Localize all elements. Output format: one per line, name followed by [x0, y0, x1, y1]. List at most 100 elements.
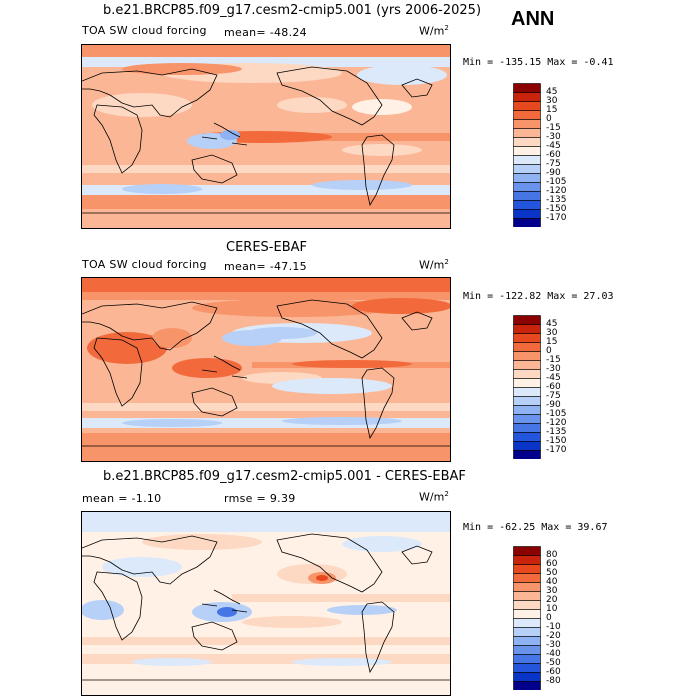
colorbar-swatch	[513, 591, 541, 601]
colorbar-tick-label: 20	[546, 594, 558, 605]
panel2-map	[81, 277, 451, 462]
colorbar-tick-label: -30	[546, 131, 561, 142]
panel3-map-canvas	[82, 512, 450, 695]
panel3-map	[81, 511, 451, 696]
colorbar-swatch	[513, 582, 541, 592]
colorbar-tick-label: 0	[546, 612, 552, 623]
colorbar-swatch	[513, 396, 541, 406]
colorbar-swatch	[513, 137, 541, 147]
colorbar-swatch	[513, 119, 541, 129]
colorbar-swatch	[513, 182, 541, 192]
panel1-variable-label: TOA SW cloud forcing	[82, 24, 207, 37]
panel3-mean: mean = -1.10	[82, 492, 162, 505]
colorbar-swatch	[513, 546, 541, 556]
colorbar-swatch	[513, 315, 541, 325]
colorbar-tick-label: 80	[546, 549, 558, 560]
panel1-colorbar: 45 30 15 0 -15 -30 -45 -60 -75 -90 -105 -120 -135 -15…	[513, 83, 566, 231]
colorbar-tick-label: -15	[546, 354, 561, 365]
colorbar-swatch	[513, 636, 541, 646]
colorbar-swatch	[513, 191, 541, 201]
panel2-minmax: Min = -122.82 Max = 27.03	[463, 291, 614, 302]
colorbar-tick-label: -120	[546, 417, 567, 428]
colorbar-swatch	[513, 209, 541, 219]
panel1-mean: mean= -48.24	[224, 26, 307, 39]
colorbar-swatch	[513, 83, 541, 93]
colorbar-swatch	[513, 369, 541, 379]
colorbar-tick-label: -120	[546, 185, 567, 196]
colorbar-swatch	[513, 128, 541, 138]
colorbar-tick-label: 15	[546, 336, 558, 347]
colorbar-tick-label: -105	[546, 408, 567, 419]
colorbar-tick-label: 15	[546, 104, 558, 115]
panel2-mean: mean= -47.15	[224, 260, 307, 273]
panel1-title: b.e21.BRCP85.f09_g17.cesm2-cmip5.001 (yr…	[103, 3, 482, 18]
colorbar-tick-label: -150	[546, 203, 567, 214]
panel2-title: CERES-EBAF	[226, 240, 307, 255]
colorbar-tick-label: 45	[546, 86, 558, 97]
colorbar-swatch	[513, 432, 541, 442]
colorbar-tick-label: -150	[546, 435, 567, 446]
panel3-title: b.e21.BRCP85.f09_g17.cesm2-cmip5.001 - C…	[103, 469, 466, 484]
colorbar-swatch	[513, 441, 541, 451]
panel1-units: W/m2	[419, 24, 449, 38]
colorbar-tick-label: -105	[546, 176, 567, 187]
colorbar-tick-label: -60	[546, 149, 561, 160]
panel1-minmax: Min = -135.15 Max = -0.41	[463, 57, 614, 68]
panel3-rmse: rmse = 9.39	[224, 492, 296, 505]
colorbar-tick-label: -30	[546, 639, 561, 650]
colorbar-tick-label: 10	[546, 603, 558, 614]
colorbar-tick-label: -15	[546, 122, 561, 133]
colorbar-tick-label: -45	[546, 372, 561, 383]
colorbar-tick-label: -20	[546, 630, 561, 641]
colorbar-tick-label: -50	[546, 657, 561, 668]
panel1-map	[81, 44, 451, 229]
panel1-map-canvas	[82, 45, 450, 228]
panel2-units: W/m2	[419, 258, 449, 272]
colorbar-swatch	[513, 155, 541, 165]
panel2-variable-label: TOA SW cloud forcing	[82, 258, 207, 271]
colorbar-swatch	[513, 218, 541, 228]
colorbar-swatch	[513, 627, 541, 637]
colorbar-tick-label: -40	[546, 648, 561, 659]
colorbar-tick-label: 30	[546, 95, 558, 106]
colorbar-tick-label: -170	[546, 444, 567, 455]
colorbar-swatch	[513, 146, 541, 156]
colorbar-swatch	[513, 351, 541, 361]
panel2-map-canvas	[82, 278, 450, 461]
colorbar-swatch	[513, 450, 541, 460]
colorbar-swatch	[513, 378, 541, 388]
panel3-minmax: Min = -62.25 Max = 39.67	[463, 522, 608, 533]
colorbar-swatch	[513, 564, 541, 574]
colorbar-swatch	[513, 342, 541, 352]
colorbar-swatch	[513, 173, 541, 183]
colorbar-swatch	[513, 672, 541, 682]
colorbar-tick-label: -30	[546, 363, 561, 374]
colorbar-swatch	[513, 200, 541, 210]
colorbar-swatch	[513, 405, 541, 415]
colorbar-tick-label: -60	[546, 666, 561, 677]
colorbar-tick-label: -135	[546, 426, 567, 437]
colorbar-swatch	[513, 360, 541, 370]
colorbar-tick-label: -90	[546, 399, 561, 410]
colorbar-tick-label: 30	[546, 327, 558, 338]
colorbar-swatch	[513, 555, 541, 565]
colorbar-swatch	[513, 164, 541, 174]
colorbar-swatch	[513, 573, 541, 583]
season-label: ANN	[511, 8, 555, 30]
colorbar-swatch	[513, 654, 541, 664]
colorbar-tick-label: 45	[546, 318, 558, 329]
colorbar-swatch	[513, 681, 541, 691]
colorbar-tick-label: -45	[546, 140, 561, 151]
panel3-units: W/m2	[419, 490, 449, 504]
panel3-colorbar: 80 60 50 40 30 20 10 0 -10 -20 -30 -40 -50 -60 -80	[513, 546, 561, 694]
colorbar-swatch	[513, 333, 541, 343]
colorbar-tick-label: -75	[546, 390, 561, 401]
colorbar-swatch	[513, 387, 541, 397]
panel2-colorbar-swatches	[513, 315, 541, 460]
colorbar-swatch	[513, 423, 541, 433]
colorbar-tick-label: 30	[546, 585, 558, 596]
colorbar-swatch	[513, 414, 541, 424]
colorbar-swatch	[513, 645, 541, 655]
panel2-colorbar: 45 30 15 0 -15 -30 -45 -60 -75 -90 -105 -120 -135 -15…	[513, 315, 566, 463]
colorbar-tick-label: -60	[546, 381, 561, 392]
